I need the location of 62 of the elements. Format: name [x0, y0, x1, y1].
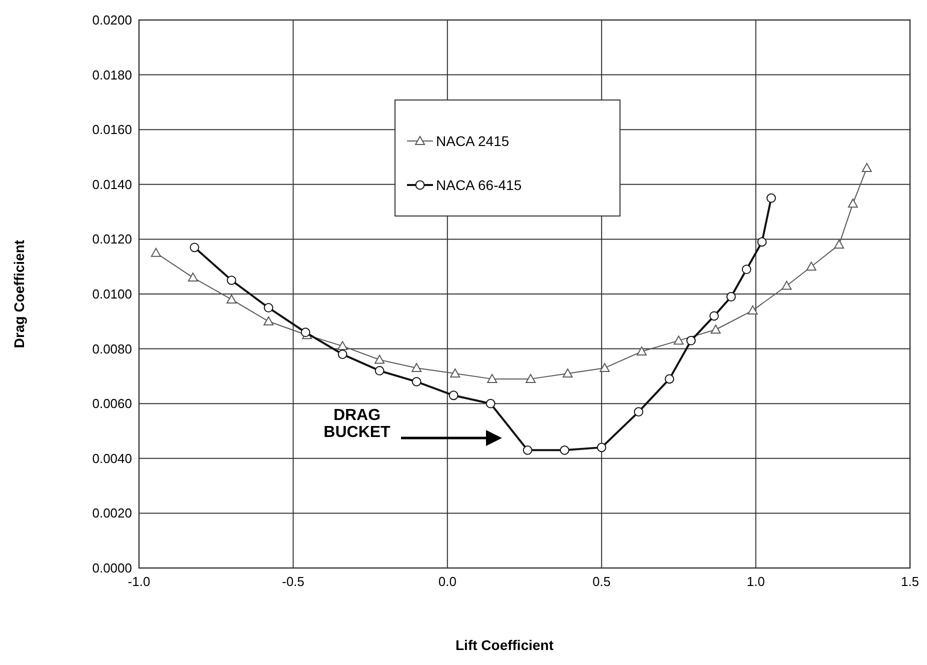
y-tick-label: 0.0000: [92, 560, 132, 576]
y-tick-label: 0.0200: [92, 12, 132, 28]
point: [710, 324, 721, 334]
point: [412, 376, 422, 386]
x-tick-label: 0.0: [438, 574, 456, 589]
point: [782, 280, 792, 290]
x-tick-label: 1.0: [746, 574, 765, 589]
x-tick-label: -1.0: [128, 574, 150, 589]
point: [686, 336, 696, 346]
point: [757, 237, 767, 247]
point: [338, 350, 348, 359]
y-tick-label: 0.0100: [92, 286, 132, 302]
x-tick-label: -0.5: [282, 574, 304, 589]
x-axis-title: Lift Coefficient: [456, 637, 554, 653]
y-tick-label: 0.0120: [92, 232, 132, 247]
point: [674, 336, 684, 345]
point: [338, 341, 348, 350]
y-tick-label: 0.0140: [92, 176, 132, 192]
x-tick-label: 1.5: [900, 574, 920, 589]
point: [596, 442, 606, 452]
legend-label: NACA 2415: [436, 133, 510, 149]
y-tick-label: 0.0080: [92, 341, 132, 356]
point: [522, 445, 532, 455]
y-axis-title: Drag Coefficient: [11, 240, 27, 348]
point: [636, 346, 647, 356]
y-tick-label: 0.0180: [92, 67, 132, 82]
point: [562, 368, 573, 378]
point: [226, 276, 236, 285]
y-tick-label: 0.0040: [92, 450, 132, 466]
point: [264, 303, 274, 312]
point: [188, 272, 198, 282]
point: [560, 445, 570, 455]
legend-label: NACA 66-415: [436, 177, 522, 193]
point: [709, 311, 719, 321]
point: [526, 374, 536, 383]
point: [600, 362, 610, 372]
x-tick-label: 0.5: [592, 574, 611, 589]
point: [448, 390, 458, 400]
point: [226, 294, 237, 304]
point: [374, 366, 384, 376]
point: [742, 264, 752, 274]
point: [374, 354, 385, 364]
point: [862, 162, 872, 172]
point: [806, 262, 816, 271]
annotation: DRAG BUCKET: [324, 407, 391, 441]
point: [726, 292, 736, 302]
point: [486, 398, 496, 408]
point: [450, 368, 460, 378]
point: [834, 240, 844, 249]
y-tick-label: 0.0020: [92, 506, 132, 521]
y-tick-label: 0.0160: [92, 122, 132, 138]
y-tick-label: 0.0060: [92, 396, 132, 412]
point: [487, 374, 498, 383]
point: [664, 374, 674, 384]
point: [412, 362, 422, 372]
point: [190, 242, 200, 252]
point: [264, 316, 274, 326]
point: [748, 305, 758, 314]
point: [848, 198, 858, 208]
point: [766, 193, 776, 203]
point: [150, 248, 161, 257]
point: [634, 407, 644, 417]
